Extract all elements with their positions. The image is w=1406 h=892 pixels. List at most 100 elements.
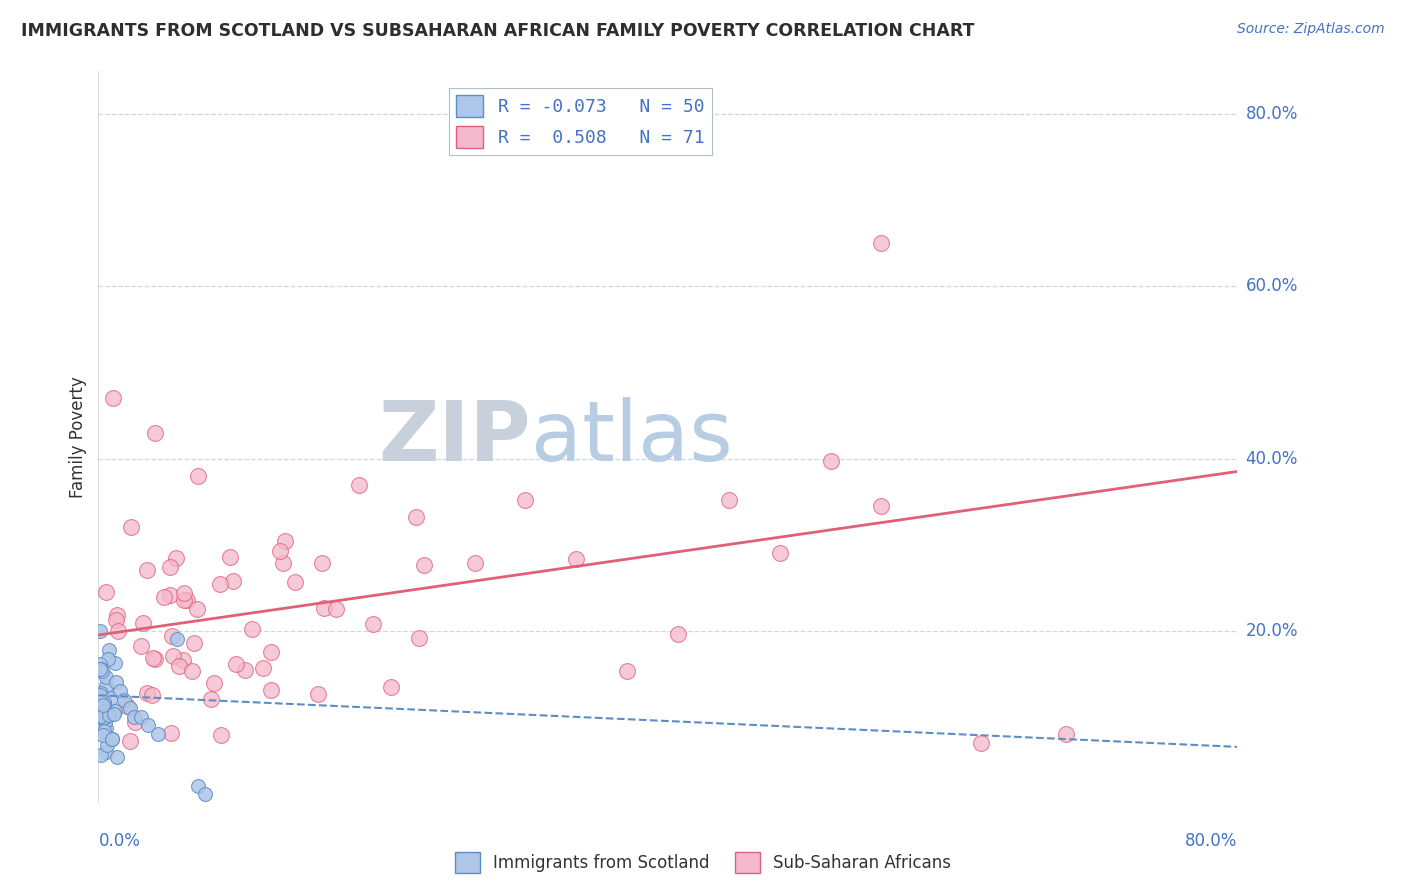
Point — [97, 708, 120, 723]
Point — [173, 593, 195, 607]
Text: ZIP: ZIP — [378, 397, 531, 477]
Point — [183, 636, 205, 650]
Point — [101, 392, 124, 406]
Point — [131, 616, 153, 631]
Point — [325, 601, 347, 615]
Point — [89, 695, 111, 709]
Text: IMMIGRANTS FROM SCOTLAND VS SUBSAHARAN AFRICAN FAMILY POVERTY CORRELATION CHART: IMMIGRANTS FROM SCOTLAND VS SUBSAHARAN A… — [21, 22, 974, 40]
Point — [269, 544, 291, 558]
Point — [219, 549, 242, 564]
Point — [153, 590, 176, 604]
Point — [141, 688, 163, 702]
Point — [90, 686, 112, 700]
Legend: Immigrants from Scotland, Sub-Saharan Africans: Immigrants from Scotland, Sub-Saharan Af… — [449, 846, 957, 880]
Point — [565, 552, 588, 566]
Point — [96, 670, 118, 684]
Point — [405, 509, 427, 524]
Point — [104, 675, 127, 690]
Point — [717, 493, 740, 508]
Point — [89, 688, 111, 702]
Text: atlas: atlas — [531, 397, 733, 477]
Point — [97, 652, 120, 666]
Point — [96, 738, 118, 752]
Point — [115, 698, 138, 713]
Point — [380, 680, 402, 694]
Point — [120, 734, 142, 748]
Point — [91, 711, 114, 725]
Point — [1056, 727, 1078, 741]
Point — [90, 663, 112, 677]
Point — [307, 687, 329, 701]
Point — [616, 664, 638, 678]
Point — [274, 534, 297, 549]
Point — [172, 653, 194, 667]
Point — [260, 645, 283, 659]
Point — [94, 745, 117, 759]
Point — [118, 701, 141, 715]
Point — [159, 560, 181, 574]
Point — [105, 750, 128, 764]
Point — [666, 627, 689, 641]
Point — [173, 586, 195, 600]
Point — [225, 657, 247, 672]
Legend: R = -0.073   N = 50, R =  0.508   N = 71: R = -0.073 N = 50, R = 0.508 N = 71 — [449, 87, 711, 155]
Text: 60.0%: 60.0% — [1246, 277, 1298, 295]
Point — [104, 613, 127, 627]
Text: 80.0%: 80.0% — [1246, 105, 1298, 123]
Point — [233, 663, 256, 677]
Point — [870, 499, 893, 513]
Point — [240, 623, 263, 637]
Point — [271, 556, 294, 570]
Point — [100, 731, 122, 746]
Point — [187, 779, 209, 793]
Point — [162, 648, 184, 663]
Point — [89, 624, 111, 638]
Point — [107, 624, 129, 639]
Point — [94, 721, 117, 735]
Point — [209, 576, 232, 591]
Point — [167, 659, 190, 673]
Point — [90, 747, 112, 762]
Point — [124, 715, 146, 730]
Point — [94, 704, 117, 718]
Point — [165, 551, 187, 566]
Point — [412, 558, 434, 572]
Point — [91, 698, 114, 713]
Point — [91, 694, 114, 708]
Text: 0.0%: 0.0% — [98, 832, 141, 850]
Point — [820, 454, 842, 468]
Point — [209, 728, 232, 742]
Text: 80.0%: 80.0% — [1185, 832, 1237, 850]
Point — [129, 639, 152, 653]
Point — [194, 787, 217, 801]
Point — [93, 724, 115, 739]
Point — [104, 704, 127, 718]
Point — [181, 664, 204, 678]
Point — [202, 676, 225, 690]
Point — [108, 684, 131, 698]
Point — [91, 711, 114, 725]
Point — [252, 661, 274, 675]
Point — [89, 662, 111, 676]
Point — [103, 706, 125, 721]
Point — [94, 585, 117, 599]
Point — [97, 705, 120, 719]
Point — [142, 651, 165, 665]
Point — [769, 545, 792, 559]
Point — [515, 493, 537, 508]
Point — [104, 656, 127, 670]
Point — [284, 574, 307, 589]
Point — [129, 710, 152, 724]
Point — [93, 714, 115, 729]
Point — [186, 602, 208, 616]
Point — [148, 727, 170, 741]
Y-axis label: Family Poverty: Family Poverty — [69, 376, 87, 498]
Point — [91, 728, 114, 742]
Point — [312, 601, 335, 615]
Point — [122, 710, 145, 724]
Point — [136, 718, 159, 732]
Point — [93, 695, 115, 709]
Point — [97, 643, 120, 657]
Point — [90, 709, 112, 723]
Point — [176, 593, 198, 607]
